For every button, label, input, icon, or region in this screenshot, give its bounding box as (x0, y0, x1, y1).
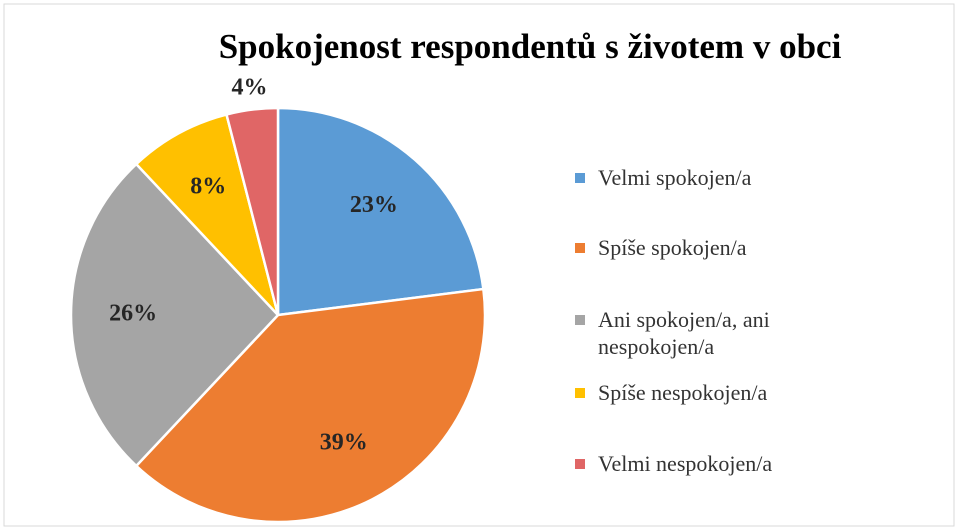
data-label: 26% (109, 301, 157, 327)
pie-slice (276, 106, 485, 317)
pie-slice (224, 106, 280, 316)
legend-item: Spíše spokojen/a (575, 234, 858, 261)
legend-swatch (575, 459, 585, 469)
data-label: 8% (190, 174, 226, 200)
legend-label: Spíše spokojen/a (598, 235, 747, 260)
legend-label: Ani spokojen/a, ani nespokojen/a (598, 307, 770, 359)
data-label: 23% (350, 192, 398, 218)
pie-slice (134, 112, 280, 316)
legend-swatch (575, 243, 585, 253)
data-label: 39% (320, 430, 368, 456)
legend-label: Spíše nespokojen/a (598, 380, 768, 405)
legend-item: Spíše nespokojen/a (575, 379, 858, 406)
legend-label: Velmi spokojen/a (598, 165, 752, 190)
legend-swatch (575, 315, 585, 325)
legend-item: Velmi nespokojen/a (575, 450, 858, 477)
legend-label: Velmi nespokojen/a (598, 451, 773, 476)
data-label: 4% (231, 75, 267, 101)
chart-title: Spokojenost respondentů s životem v obci (219, 27, 842, 66)
legend-swatch (575, 388, 585, 398)
legend-item: Ani spokojen/a, ani nespokojen/a (575, 306, 858, 360)
legend-item: Velmi spokojen/a (575, 164, 858, 191)
legend-swatch (575, 173, 585, 183)
pie-slice (134, 287, 487, 524)
pie-slice (69, 162, 280, 468)
